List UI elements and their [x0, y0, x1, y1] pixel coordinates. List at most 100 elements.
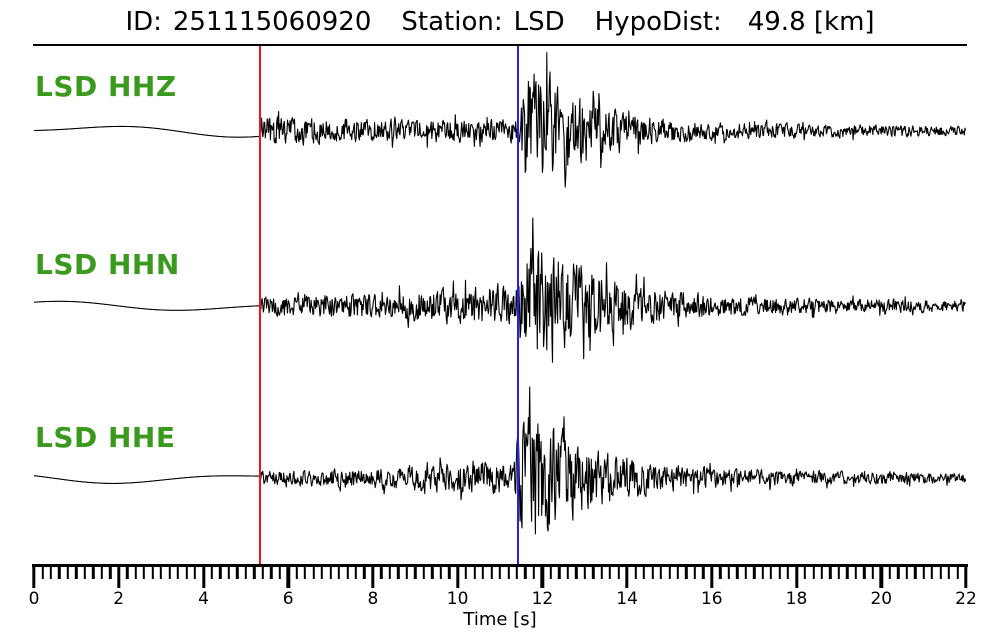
major-tick: [964, 567, 968, 588]
minor-tick: [786, 567, 790, 579]
minor-tick: [761, 567, 764, 579]
major-tick: [201, 567, 206, 588]
minor-tick: [922, 567, 925, 579]
minor-tick: [549, 567, 552, 579]
minor-tick: [75, 567, 78, 579]
minor-tick: [269, 567, 273, 579]
minor-tick: [151, 567, 154, 579]
minor-tick: [439, 567, 442, 579]
minor-tick: [125, 567, 129, 579]
minor-tick: [66, 567, 70, 579]
minor-tick: [735, 567, 739, 579]
minor-tick: [575, 567, 578, 579]
minor-tick: [752, 567, 756, 579]
major-tick: [625, 567, 629, 588]
tick-label-4: 4: [198, 589, 209, 609]
time-axis-line: [32, 564, 968, 567]
tick-label-0: 0: [28, 589, 40, 609]
minor-tick: [388, 567, 392, 579]
minor-tick: [490, 567, 493, 579]
minor-tick: [524, 567, 527, 579]
minor-tick: [939, 567, 942, 579]
tick-label-22: 22: [955, 589, 977, 609]
minor-tick: [905, 567, 908, 579]
minor-tick: [210, 567, 214, 579]
minor-tick: [253, 567, 256, 579]
minor-tick: [83, 567, 86, 579]
minor-tick: [176, 567, 180, 579]
minor-tick: [109, 567, 112, 579]
major-tick: [710, 567, 714, 588]
blue-pick-line: [516, 46, 519, 564]
minor-tick: [600, 567, 603, 579]
minor-tick: [702, 567, 705, 579]
figure-title: ID: 251115060920 Station: LSD HypoDist: …: [0, 7, 1000, 37]
minor-tick: [498, 567, 502, 579]
minor-tick: [871, 567, 874, 579]
minor-tick: [888, 567, 891, 579]
trace-hhn: [34, 217, 967, 363]
minor-tick: [261, 567, 264, 579]
minor-tick: [685, 567, 688, 579]
red-pick-line: [259, 46, 262, 564]
minor-tick: [405, 567, 408, 579]
minor-tick: [320, 567, 324, 579]
major-tick: [32, 567, 36, 588]
major-tick: [286, 567, 290, 588]
minor-tick: [507, 567, 510, 579]
id-label: ID:: [125, 7, 162, 37]
minor-tick: [930, 567, 934, 579]
minor-tick: [947, 567, 951, 579]
minor-tick: [227, 567, 231, 579]
id-value: 251115060920: [172, 7, 372, 37]
minor-tick: [329, 567, 332, 579]
tick-label-2: 2: [113, 589, 125, 609]
minor-tick: [608, 567, 612, 579]
major-tick: [794, 567, 799, 588]
minor-tick: [193, 567, 197, 579]
major-tick: [455, 567, 460, 588]
minor-tick: [481, 567, 485, 579]
minor-tick: [337, 567, 341, 579]
minor-tick: [168, 567, 171, 579]
minor-tick: [312, 567, 315, 579]
station-value: LSD: [513, 7, 565, 37]
minor-tick: [100, 567, 103, 579]
minor-tick: [515, 567, 519, 579]
minor-tick: [566, 567, 569, 579]
minor-tick: [236, 567, 239, 579]
minor-tick: [41, 567, 44, 579]
minor-tick: [244, 567, 247, 579]
minor-tick: [134, 567, 137, 579]
hypodist-label: HypoDist:: [594, 7, 722, 37]
channel-label-hhz: LSD HHZ: [35, 70, 177, 103]
minor-tick: [532, 567, 536, 579]
minor-tick: [473, 567, 476, 579]
minor-tick: [142, 567, 146, 579]
minor-tick: [854, 567, 858, 579]
trace-hhz: [34, 52, 967, 188]
minor-tick: [846, 567, 849, 579]
minor-tick: [354, 567, 358, 579]
minor-tick: [422, 567, 425, 579]
minor-tick: [185, 567, 188, 579]
major-tick: [540, 567, 545, 588]
minor-tick: [642, 567, 646, 579]
minor-tick: [414, 567, 417, 579]
minor-tick: [49, 567, 53, 579]
minor-tick: [651, 567, 654, 579]
trace-hhe: [33, 386, 967, 535]
minor-tick: [896, 567, 900, 579]
tick-label-20: 20: [870, 589, 893, 609]
minor-tick: [447, 567, 451, 579]
tick-label-8: 8: [367, 589, 379, 609]
minor-tick: [591, 567, 595, 579]
minor-tick: [812, 567, 815, 579]
minor-tick: [668, 567, 671, 579]
minor-tick: [58, 567, 61, 579]
hypodist-value: 49.8 [km]: [747, 7, 875, 37]
tick-label-6: 6: [282, 589, 294, 609]
major-tick: [116, 567, 121, 588]
minor-tick: [303, 567, 307, 579]
